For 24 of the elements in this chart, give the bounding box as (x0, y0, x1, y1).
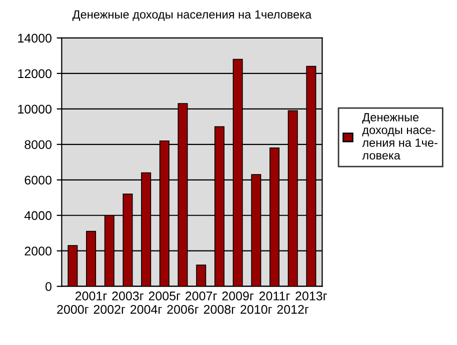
x-tick-label: 2004г (130, 305, 162, 314)
x-tick-label: 2013г (296, 292, 327, 300)
y-tick-label: 10000 (18, 104, 52, 114)
x-tick-label: 2001г (75, 292, 107, 300)
y-tick-label: 4000 (24, 211, 52, 220)
y-tick-label: 2000 (24, 246, 52, 256)
y-tick-label: 6000 (24, 176, 52, 185)
x-tick-label: 2006г (167, 305, 199, 314)
x-tick-label: 2008г (204, 305, 236, 314)
y-tick-label: 8000 (24, 140, 52, 150)
legend-label: Денежные доходы насе- ления на 1че- ловека (362, 113, 438, 160)
y-tick-label: 14000 (18, 34, 52, 43)
y-tick-label: 0 (46, 282, 52, 291)
x-tick-label: 2000г (57, 305, 89, 314)
x-tick-label: 2010г (240, 305, 272, 314)
x-tick-label: 2009г (222, 292, 254, 300)
chart-title: Денежные доходы населения на 1человека (72, 10, 312, 21)
y-tick-label: 12000 (18, 69, 52, 78)
x-tick-label: 2003г (112, 292, 144, 300)
x-tick-label: 2005г (148, 292, 180, 300)
x-tick-label: 2007г (186, 292, 217, 300)
x-tick-label: 2002г (94, 305, 126, 314)
x-tick-label: 2011г (259, 292, 290, 300)
x-tick-label: 2012г (277, 305, 309, 314)
